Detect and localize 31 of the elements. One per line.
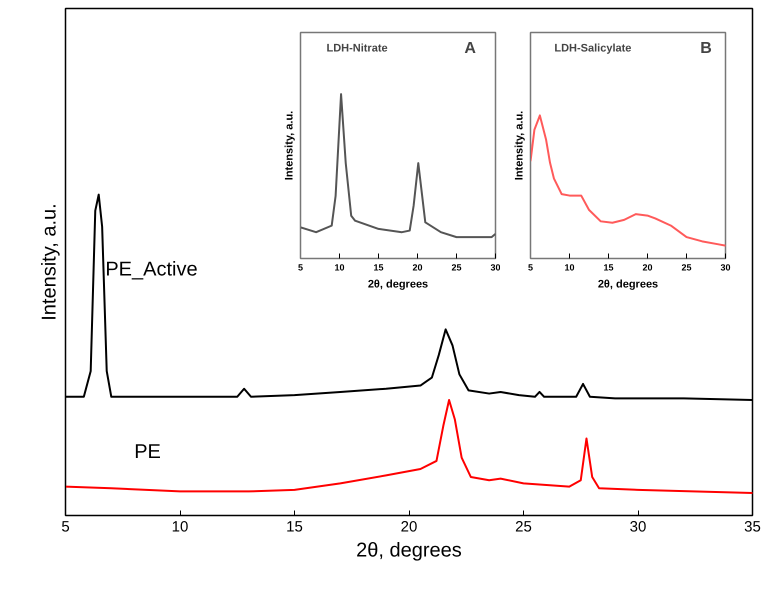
x-tick-label: 30 (630, 518, 646, 536)
text: B (700, 40, 712, 57)
x-tick-label: 15 (373, 262, 384, 272)
y-axis-title: Intensity, a.u. (38, 203, 60, 321)
x-tick-label: 20 (642, 262, 653, 272)
x-tick-label: 10 (172, 518, 188, 536)
x-tick-label: 25 (451, 262, 462, 272)
chart-title: LDH-Nitrate (326, 42, 388, 54)
x-tick-label: 20 (400, 518, 418, 536)
y-axis-title: Intensity, a.u. (514, 110, 526, 180)
x-axis-title: 2θ, degrees (598, 278, 658, 290)
x-tick-label: 10 (564, 262, 575, 272)
x-tick-label: 10 (334, 262, 345, 272)
text: A (464, 40, 476, 57)
series-label: PE_Active (105, 258, 198, 281)
x-tick-label: 15 (286, 518, 303, 536)
x-tick-label: 35 (744, 518, 761, 536)
x-tick-label: 25 (515, 518, 532, 536)
x-tick-label: 5 (298, 262, 304, 272)
x-tick-label: 30 (490, 262, 501, 272)
chart-title: LDH-Salicylate (554, 42, 632, 54)
x-tick-label: 20 (412, 262, 423, 272)
series-label: PE (134, 441, 161, 464)
x-tick-label: 15 (603, 262, 614, 272)
x-axis-title: 2θ, degrees (368, 278, 428, 290)
x-tick-label: 25 (681, 262, 692, 272)
x-tick-label: 5 (528, 262, 534, 272)
x-tick-label: 5 (61, 518, 70, 536)
x-axis-title: 2θ, degrees (356, 540, 462, 562)
y-axis-title: Intensity, a.u. (284, 110, 296, 180)
x-tick-label: 30 (720, 262, 731, 272)
